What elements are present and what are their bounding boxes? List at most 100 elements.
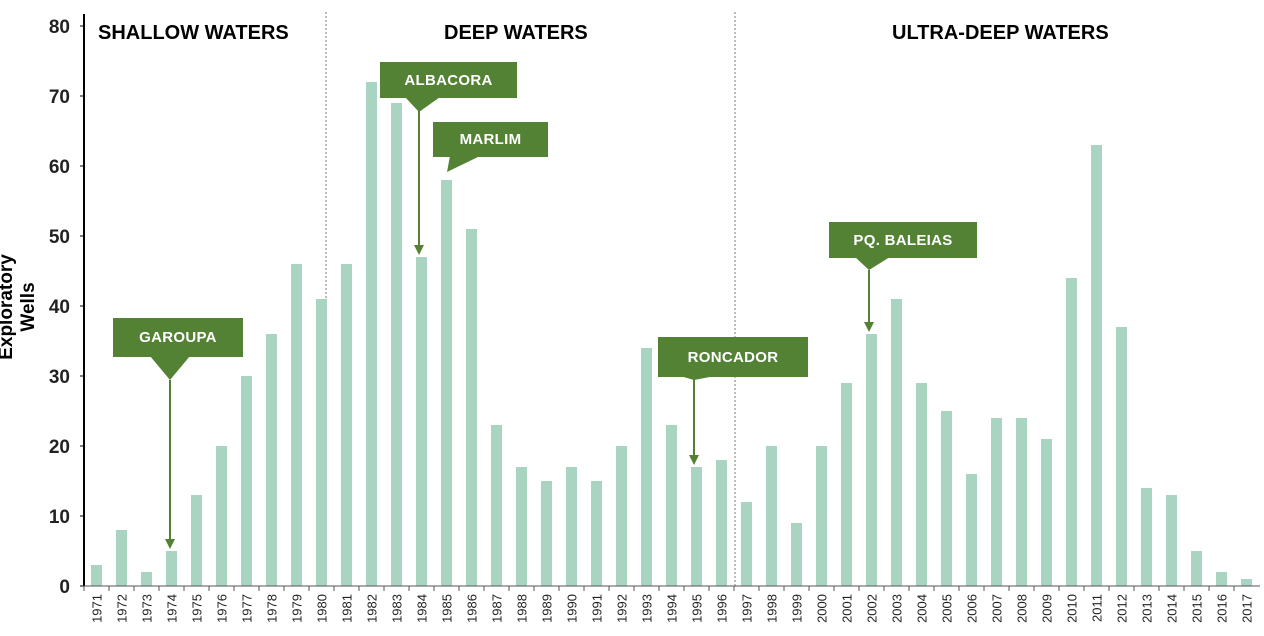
bar-2013 (1141, 488, 1152, 586)
bar-1987 (491, 425, 502, 586)
x-tick-label-1973: 1973 (140, 594, 155, 623)
bar-1984 (416, 257, 427, 586)
bar-2002 (866, 334, 877, 586)
x-tick-label-1987: 1987 (490, 594, 505, 623)
bar-1983 (391, 103, 402, 586)
callout-tail (447, 156, 480, 172)
bar-2004 (916, 383, 927, 586)
bar-1995 (691, 467, 702, 586)
bar-1998 (766, 446, 777, 586)
x-tick-label-1992: 1992 (615, 594, 630, 623)
x-tick-label-1990: 1990 (565, 594, 580, 623)
x-tick-label-1976: 1976 (215, 594, 230, 623)
x-tick-label-1986: 1986 (465, 594, 480, 623)
x-tick-label-2005: 2005 (940, 594, 955, 623)
x-tick-label-2007: 2007 (990, 594, 1005, 623)
x-tick-label-1991: 1991 (590, 594, 605, 623)
annotation-pq-baleias: PQ. BALEIAS (829, 222, 977, 258)
bar-1971 (91, 565, 102, 586)
bar-1980 (316, 299, 327, 586)
y-tick-label: 10 (49, 507, 70, 528)
bar-2000 (816, 446, 827, 586)
x-tick-label-1999: 1999 (790, 594, 805, 623)
x-tick-label-2004: 2004 (915, 594, 930, 623)
x-tick-label-1995: 1995 (690, 594, 705, 623)
bar-2009 (1041, 439, 1052, 586)
bar-1986 (466, 229, 477, 586)
bar-1972 (116, 530, 127, 586)
bar-1994 (666, 425, 677, 586)
bar-1976 (216, 446, 227, 586)
x-tick-label-2002: 2002 (865, 594, 880, 623)
bar-2007 (991, 418, 1002, 586)
bar-1985 (441, 180, 452, 586)
x-tick-label-1994: 1994 (665, 594, 680, 623)
x-tick-label-1989: 1989 (540, 594, 555, 623)
x-tick-label-1998: 1998 (765, 594, 780, 623)
bar-2008 (1016, 418, 1027, 586)
y-axis-label: Exploratory Wells (0, 254, 39, 360)
y-tick-label: 20 (49, 437, 70, 458)
x-tick-label-1971: 1971 (90, 594, 105, 623)
y-tick-label: 40 (49, 297, 70, 318)
x-tick-label-1997: 1997 (740, 594, 755, 623)
x-tick-label-1983: 1983 (390, 594, 405, 623)
bar-2012 (1116, 327, 1127, 586)
x-tick-label-2003: 2003 (890, 594, 905, 623)
x-tick-label-1984: 1984 (415, 594, 430, 623)
x-tick-label-2008: 2008 (1015, 594, 1030, 623)
bar-1990 (566, 467, 577, 586)
x-tick-label-1974: 1974 (165, 594, 180, 623)
bar-1973 (141, 572, 152, 586)
x-tick-label-1981: 1981 (340, 594, 355, 623)
y-tick-label: 50 (49, 227, 70, 248)
region-label-deep: DEEP WATERS (444, 22, 588, 44)
x-tick-label-1988: 1988 (515, 594, 530, 623)
bar-2014 (1166, 495, 1177, 586)
bar-1999 (791, 523, 802, 586)
bar-2005 (941, 411, 952, 586)
callout-tail (150, 356, 190, 380)
x-tick-label-1980: 1980 (315, 594, 330, 623)
bar-2015 (1191, 551, 1202, 586)
callout-tail (855, 257, 890, 270)
y-tick-label: 30 (49, 367, 70, 388)
x-tick-label-2006: 2006 (965, 594, 980, 623)
x-tick-label-2012: 2012 (1115, 594, 1130, 623)
region-label-ultra-deep: ULTRA-DEEP WATERS (892, 22, 1109, 44)
x-tick-label-1982: 1982 (365, 594, 380, 623)
arrow-head-icon (689, 455, 699, 465)
bar-1991 (591, 481, 602, 586)
bar-1978 (266, 334, 277, 586)
callout-tail (405, 97, 440, 112)
x-tick-label-1996: 1996 (715, 594, 730, 623)
x-tick-label-2001: 2001 (840, 594, 855, 623)
bar-2001 (841, 383, 852, 586)
region-label-shallow: SHALLOW WATERS (98, 22, 289, 44)
bar-1974 (166, 551, 177, 586)
bar-1982 (366, 82, 377, 586)
x-tick-label-1985: 1985 (440, 594, 455, 623)
arrow-head-icon (165, 539, 175, 549)
x-tick-label-1978: 1978 (265, 594, 280, 623)
bar-2017 (1241, 579, 1252, 586)
x-tick-label-1975: 1975 (190, 594, 205, 623)
x-tick-label-2016: 2016 (1215, 594, 1230, 623)
y-tick-label: 70 (49, 87, 70, 108)
annotation-garoupa: GAROUPA (113, 318, 243, 357)
x-tick-label-2017: 2017 (1240, 594, 1255, 623)
bar-2016 (1216, 572, 1227, 586)
bar-1981 (341, 264, 352, 586)
y-tick-label: 0 (59, 577, 70, 598)
x-tick-label-2014: 2014 (1165, 594, 1180, 623)
annotation-roncador: RONCADOR (658, 337, 808, 377)
arrow-head-icon (864, 322, 874, 332)
x-tick-label-1993: 1993 (640, 594, 655, 623)
x-tick-label-2011: 2011 (1090, 594, 1105, 622)
bar-2011 (1091, 145, 1102, 586)
x-tick-label-2010: 2010 (1065, 594, 1080, 623)
y-tick-label: 80 (49, 17, 70, 38)
arrow-head-icon (414, 245, 424, 255)
